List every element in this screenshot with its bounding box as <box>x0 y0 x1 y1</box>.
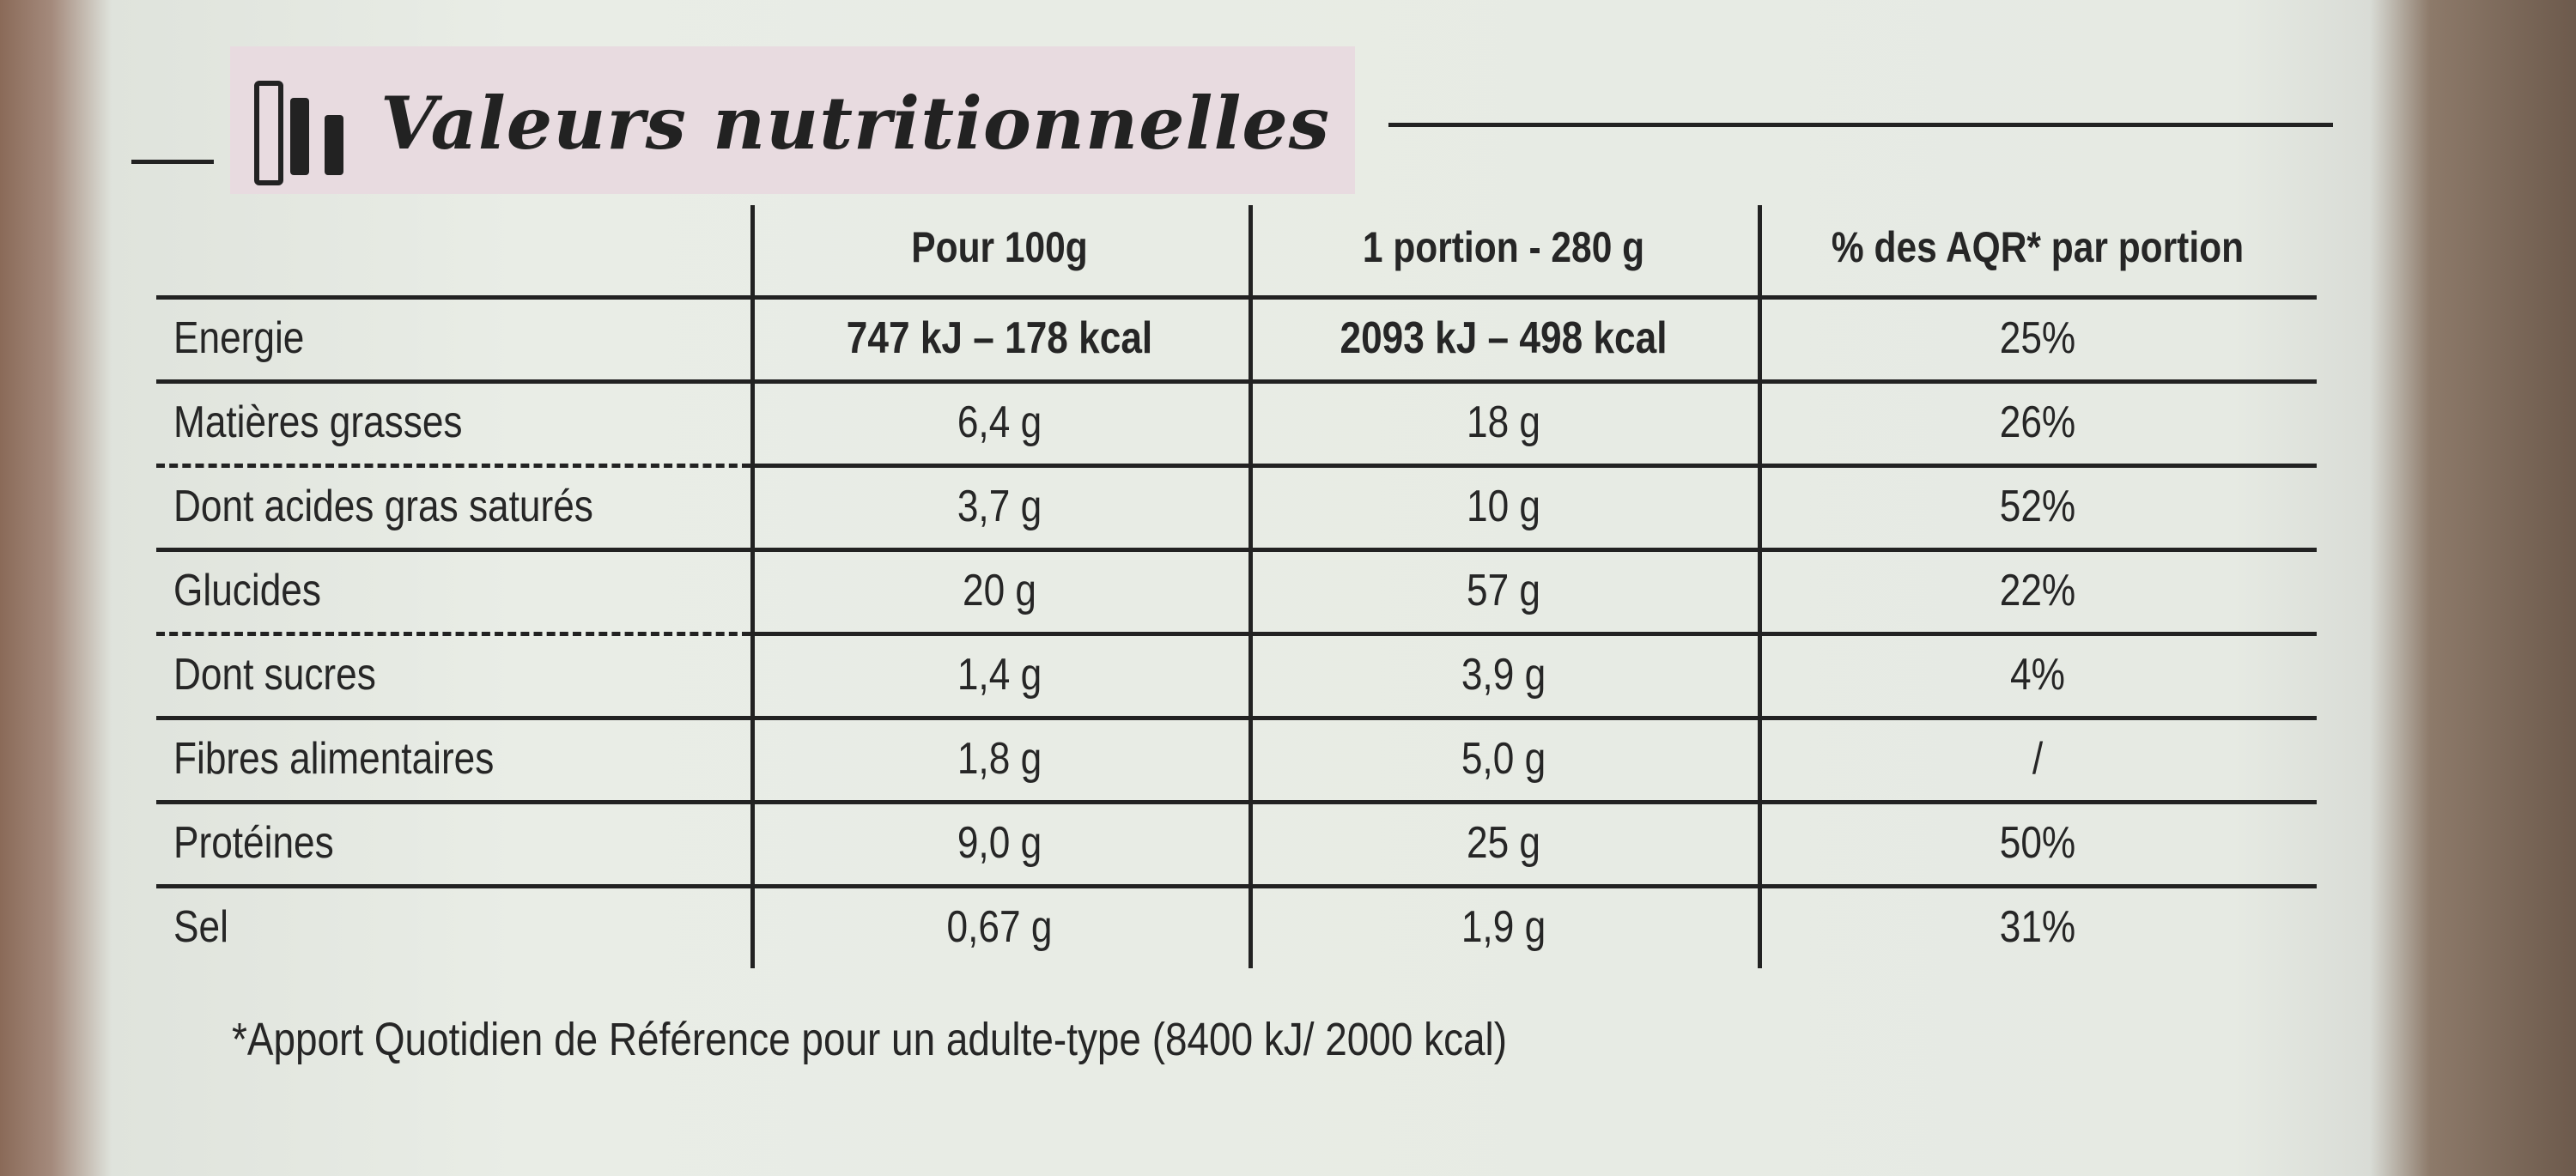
column-line <box>1249 205 1253 968</box>
cell-value: 1,4 g <box>957 650 1042 700</box>
cell-value: 9,0 g <box>957 818 1042 868</box>
row-line <box>156 884 2317 888</box>
cell-value: 52% <box>1999 482 2075 531</box>
cell-value: 1,9 g <box>1461 902 1546 952</box>
cell-value: 6,4 g <box>957 397 1042 447</box>
cell-value: 25% <box>1999 313 2075 363</box>
icon <box>254 81 283 185</box>
row-line <box>156 632 750 636</box>
row-label: Glucides <box>173 566 321 615</box>
cell-value: 2093 kJ – 498 kcal <box>1340 313 1667 363</box>
row-line <box>156 800 2317 804</box>
footnote: *Apport Quotidien de Référence pour un a… <box>232 1014 1508 1065</box>
title-banner: Valeurs nutritionnelles <box>230 46 1355 194</box>
cell-value: 18 g <box>1466 397 1540 447</box>
row-label: Dont acides gras saturés <box>173 482 593 531</box>
row-label: Fibres alimentaires <box>173 734 495 784</box>
row-label: Dont sucres <box>173 650 376 700</box>
icon <box>290 98 309 175</box>
column-line <box>750 205 755 968</box>
cell-value: / <box>2032 734 2043 784</box>
rule <box>1388 123 2333 127</box>
cell-value: 26% <box>1999 397 2075 447</box>
row-label: Energie <box>173 313 305 363</box>
row-label: Protéines <box>173 818 334 868</box>
cell-value: 57 g <box>1466 566 1540 615</box>
row-line <box>156 548 2317 552</box>
cell-value: 5,0 g <box>1461 734 1546 784</box>
row-line <box>156 379 2317 384</box>
rule <box>131 160 214 164</box>
cell-value: 20 g <box>962 566 1037 615</box>
row-line <box>750 464 2317 468</box>
row-line <box>156 295 2317 300</box>
cell-value: 25 g <box>1466 818 1540 868</box>
row-label: Sel <box>173 902 228 952</box>
cell-value: 3,9 g <box>1461 650 1546 700</box>
cell-value: 50% <box>1999 818 2075 868</box>
row-line <box>156 716 2317 720</box>
column-header: Pour 100g <box>911 223 1088 271</box>
row-line <box>156 464 750 468</box>
row-line <box>750 632 2317 636</box>
cell-value: 1,8 g <box>957 734 1042 784</box>
title: Valeurs nutritionnelles <box>380 81 1331 166</box>
cell-value: 3,7 g <box>957 482 1042 531</box>
cell-value: 10 g <box>1466 482 1540 531</box>
row-label: Matières grasses <box>173 397 463 447</box>
cell-value: 4% <box>2009 650 2065 700</box>
cell-value: 0,67 g <box>946 902 1053 952</box>
icon <box>325 115 343 175</box>
column-line <box>1758 205 1762 968</box>
cell-value: 31% <box>1999 902 2075 952</box>
cell-value: 22% <box>1999 566 2075 615</box>
column-header: 1 portion - 280 g <box>1362 223 1644 271</box>
cell-value: 747 kJ – 178 kcal <box>846 313 1153 363</box>
column-header: % des AQR* par portion <box>1831 223 2244 271</box>
